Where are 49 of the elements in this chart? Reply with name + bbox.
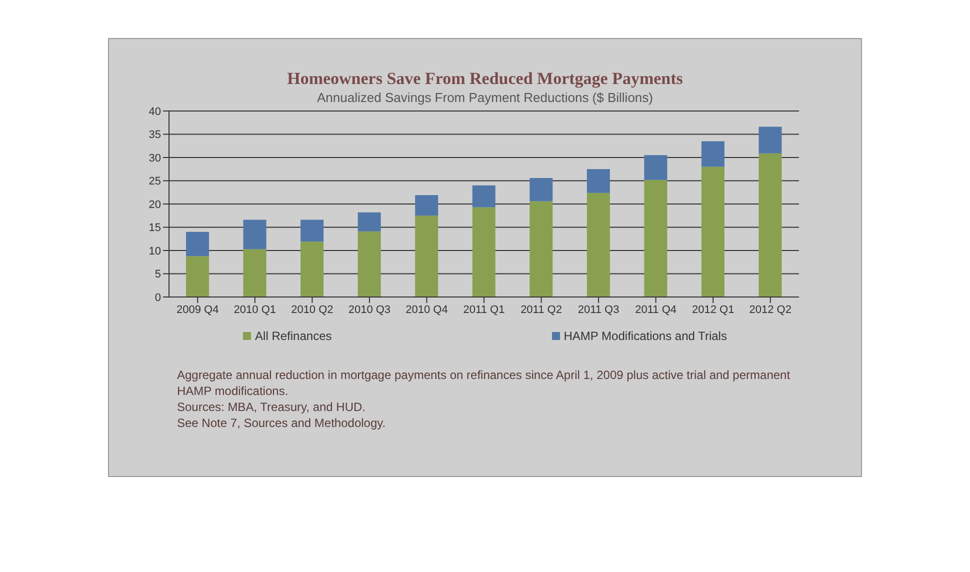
text: See Note 7, Sources and Methodology. [177, 415, 387, 431]
x-tick-label: 2012 Q2 [749, 304, 792, 316]
bar [358, 231, 381, 297]
bar [586, 192, 610, 297]
y-tick-label: 20 [148, 198, 161, 211]
chart-title: Homeowners Save From Reduced Mortgage Payments [286, 69, 684, 89]
bar [701, 141, 724, 167]
legend-label: HAMP Modifications and Trials [562, 329, 727, 343]
y-tick-label: 10 [148, 245, 161, 258]
bar [644, 155, 668, 180]
source-note: Sources: MBA, Treasury, and HUD. [177, 399, 367, 415]
y-tick-label: 25 [148, 176, 161, 188]
bar [358, 212, 381, 232]
x-tick-label: 2012 Q1 [692, 304, 734, 316]
bar [415, 216, 438, 297]
x-tick-label: 2011 Q4 [635, 304, 677, 316]
bar [530, 178, 553, 202]
legend-label: All Refinances [254, 329, 332, 343]
bar [243, 220, 266, 250]
bar [186, 256, 209, 297]
x-tick-label: 2011 Q1 [463, 304, 505, 316]
bar [243, 249, 266, 297]
y-tick-label: 5 [154, 268, 161, 281]
chart-subtitle: Annualized Savings From Payment Reductions ($ Billions) [316, 90, 654, 105]
x-tick-label: 2011 Q3 [578, 304, 620, 316]
bar [472, 207, 496, 297]
bar [530, 201, 553, 297]
bar [472, 185, 496, 208]
y-tick-label: 40 [148, 106, 161, 118]
y-tick-label: 15 [148, 222, 161, 234]
text: Aggregate annual reduction in mortgage payments on refinances since April 1, 2009 plus active trial and permanent HAMP modifications. [177, 367, 792, 399]
bar [586, 169, 610, 193]
bar [415, 195, 438, 216]
bar [300, 242, 324, 297]
x-tick-label: 2009 Q4 [176, 304, 219, 316]
y-tick-label: 0 [154, 292, 161, 304]
bar [758, 153, 782, 297]
bar [300, 220, 324, 242]
bar [701, 166, 724, 297]
x-tick-label: 2010 Q4 [406, 304, 448, 316]
x-tick-label: 2010 Q2 [291, 304, 334, 316]
bar [644, 180, 668, 297]
x-tick-label: 2010 Q1 [234, 304, 276, 316]
y-tick-label: 30 [148, 152, 161, 164]
x-tick-label: 2011 Q2 [520, 304, 562, 316]
y-tick-label: 35 [148, 129, 161, 142]
bar [758, 126, 782, 154]
x-tick-label: 2010 Q3 [348, 304, 391, 316]
bar [186, 232, 209, 256]
